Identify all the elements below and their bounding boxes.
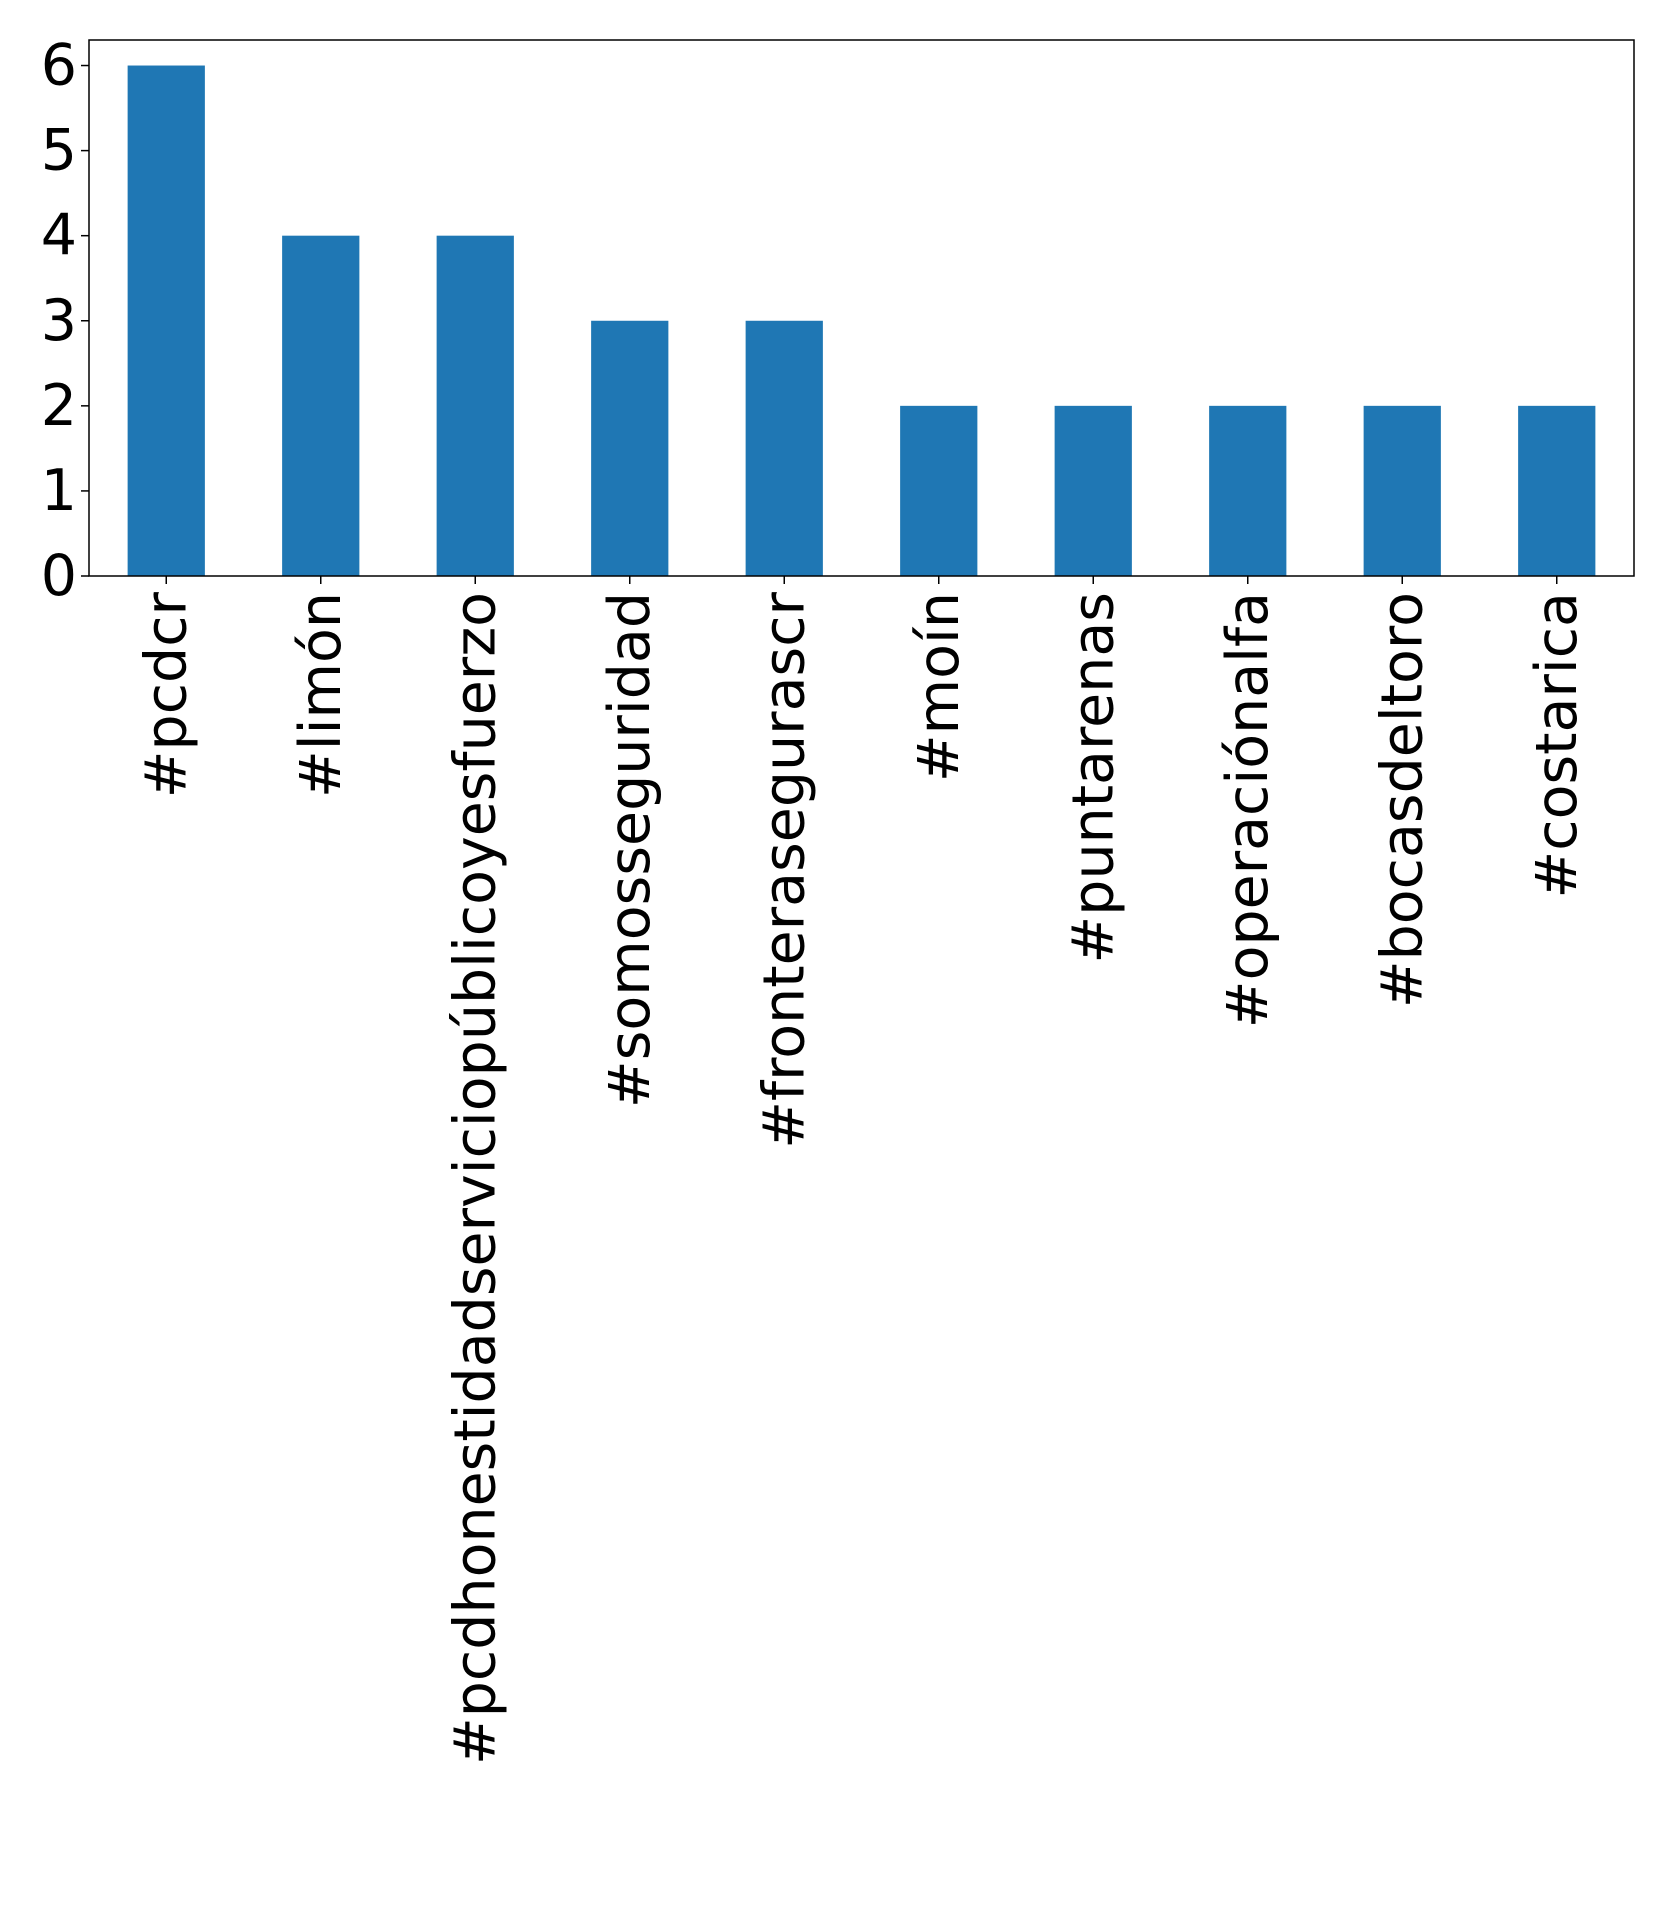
y-tick-label: 6 <box>41 33 77 99</box>
x-tick-label: #costarica <box>1524 592 1590 899</box>
y-tick-label: 0 <box>41 543 77 609</box>
bar <box>745 320 823 576</box>
x-tick-label: #bocasdeltoro <box>1369 592 1435 1008</box>
bar <box>282 235 360 576</box>
y-tick-label: 2 <box>41 373 77 439</box>
y-tick-label: 4 <box>41 203 77 269</box>
x-tick-label: #pcdcr <box>133 591 199 798</box>
y-tick-label: 1 <box>41 458 77 524</box>
x-tick-label: #moín <box>906 592 972 782</box>
x-tick-label: #limón <box>288 592 354 798</box>
bar <box>436 235 514 576</box>
x-tick-label: #pcdhonestidadserviciopúblicoyesfuerzo <box>442 592 508 1765</box>
plot-frame <box>88 39 1635 577</box>
x-tick-label: #fronterasegurascr <box>751 591 817 1148</box>
x-tick-label: #operaciónalfa <box>1215 592 1281 1028</box>
y-tick-label: 3 <box>41 288 77 354</box>
bar <box>900 405 978 576</box>
y-tick-label: 5 <box>41 118 77 184</box>
bar <box>1518 405 1596 576</box>
x-tick-label: #somosseguridad <box>597 592 663 1108</box>
bar <box>127 65 205 577</box>
x-tick-label: #puntarenas <box>1060 592 1126 963</box>
bar <box>1054 405 1132 576</box>
bar <box>1209 405 1287 576</box>
bar <box>591 320 669 576</box>
bar <box>1363 405 1441 576</box>
